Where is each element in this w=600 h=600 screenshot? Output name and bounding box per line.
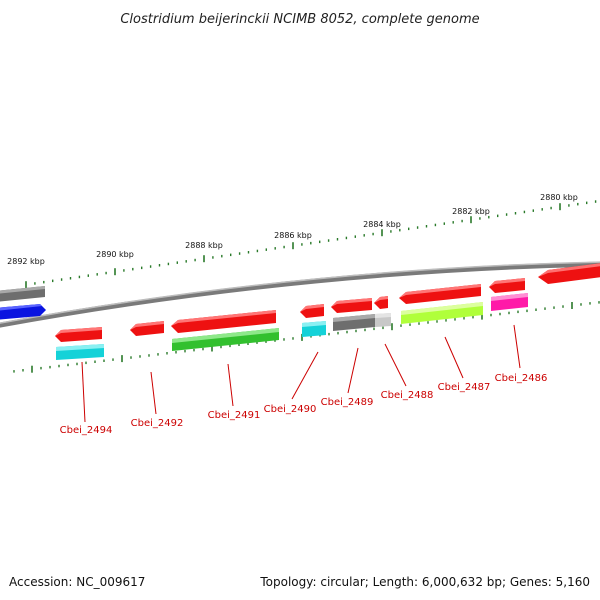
backbone-highlight bbox=[0, 261, 600, 324]
cds-cbei-2486 bbox=[489, 278, 525, 293]
gene-label-cbei-2486: Cbei_2486 bbox=[495, 373, 548, 384]
gene-label-cbei-2489: Cbei_2489 bbox=[321, 397, 374, 408]
gene-label-cbei-2488: Cbei_2488 bbox=[381, 390, 434, 401]
scale-label-2890: 2890 kbp bbox=[96, 250, 134, 259]
genome-title: Clostridium beijerinckii NCIMB 8052, com… bbox=[120, 12, 479, 27]
gene-label-cbei-2491: Cbei_2491 bbox=[208, 410, 261, 421]
cds-cbei-2492 bbox=[130, 321, 164, 336]
gene-label-cbei-2492: Cbei_2492 bbox=[131, 418, 184, 429]
cog-bar-green-2491 bbox=[172, 328, 279, 351]
cog-bar-cyan-2494 bbox=[56, 344, 104, 360]
feature-blue-top bbox=[0, 304, 46, 320]
leader-line-cbei-2489 bbox=[347, 347, 359, 394]
cog-bar-magenta-2486 bbox=[491, 293, 528, 311]
cog-bar-grey-2489 bbox=[333, 314, 375, 331]
scale-label-2882: 2882 kbp bbox=[452, 207, 490, 216]
cog-bar-cyan-2490 bbox=[302, 321, 326, 337]
cds-cbei-2489 bbox=[331, 298, 372, 313]
leader-line-cbei-2494 bbox=[81, 361, 86, 423]
accession-text: Accession: NC_009617 bbox=[9, 575, 145, 589]
genome-backbone bbox=[0, 261, 600, 328]
cds-cbei-2490 bbox=[300, 304, 324, 318]
leader-line-cbei-2492 bbox=[150, 371, 157, 415]
scale-label-2886: 2886 kbp bbox=[274, 231, 312, 240]
leader-line-cbei-2487 bbox=[444, 336, 464, 379]
feature-grey-top bbox=[0, 286, 45, 302]
scale-label-2892: 2892 kbp bbox=[7, 257, 45, 266]
leader-line-cbei-2486 bbox=[513, 324, 521, 369]
leader-line-cbei-2491 bbox=[227, 363, 234, 407]
leader-line-cbei-2490 bbox=[291, 351, 319, 400]
gene-label-cbei-2490: Cbei_2490 bbox=[264, 404, 317, 415]
cog-bar-lime-2487 bbox=[401, 302, 483, 324]
scale-labels: 2892 kbp 2890 kbp 2888 kbp 2886 kbp 2884… bbox=[7, 193, 578, 266]
scale-label-2880: 2880 kbp bbox=[540, 193, 578, 202]
leader-lines bbox=[81, 324, 521, 423]
cds-cbei-2494 bbox=[55, 327, 102, 342]
cds-cbei-2488 bbox=[374, 296, 388, 309]
gene-labels: Cbei_2494 Cbei_2492 Cbei_2491 Cbei_2490 … bbox=[60, 373, 548, 436]
scale-label-2888: 2888 kbp bbox=[185, 241, 223, 250]
feature-cds-2486-right bbox=[538, 263, 600, 284]
topology-text: Topology: circular; Length: 6,000,632 bp… bbox=[259, 575, 590, 589]
scale-label-2884: 2884 kbp bbox=[363, 220, 401, 229]
features bbox=[0, 263, 600, 360]
inner-ticks bbox=[13, 301, 600, 373]
cds-cbei-2487 bbox=[399, 284, 481, 304]
scale-ticks bbox=[25, 200, 597, 289]
gene-label-cbei-2487: Cbei_2487 bbox=[438, 382, 491, 393]
gene-label-cbei-2494: Cbei_2494 bbox=[60, 425, 113, 436]
cds-cbei-2491 bbox=[171, 310, 276, 333]
cog-bar-lightgrey-2488 bbox=[375, 313, 391, 327]
leader-line-cbei-2488 bbox=[384, 343, 407, 387]
